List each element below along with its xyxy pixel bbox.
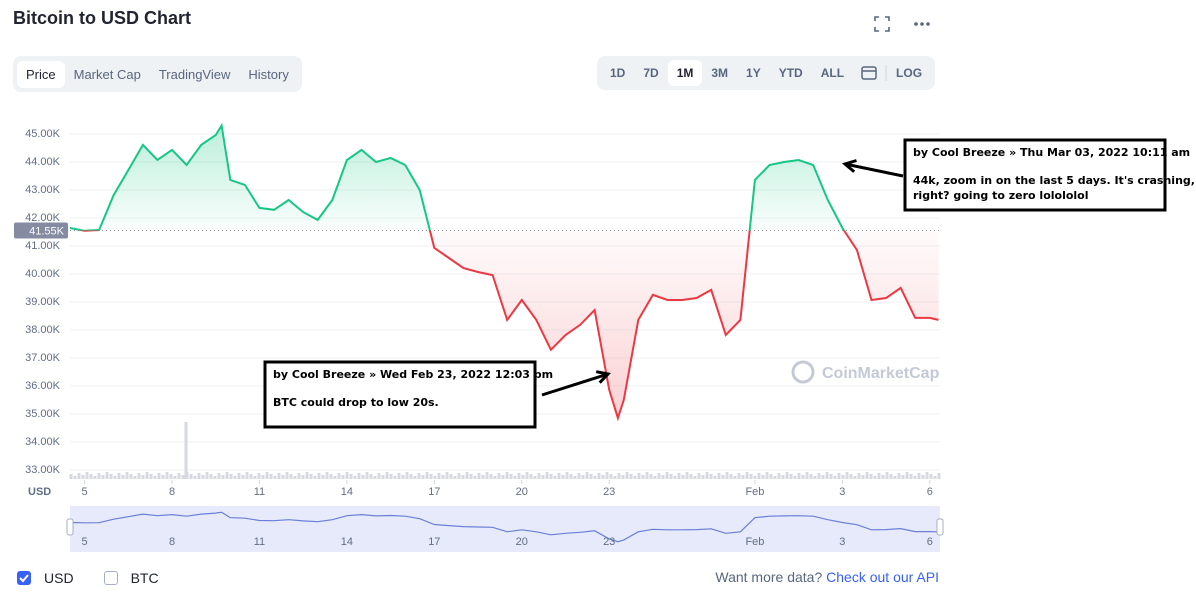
x-tick-label: 20 <box>516 486 528 498</box>
x-tick-label: 6 <box>927 486 933 498</box>
navigator-handle[interactable] <box>66 518 74 536</box>
x-tick-label: 3 <box>839 486 845 498</box>
page-title: Bitcoin to USD Chart <box>13 8 191 28</box>
btc-checkbox[interactable] <box>103 571 118 585</box>
range-button[interactable]: 1D <box>610 66 626 80</box>
calendar-icon[interactable] <box>853 65 887 81</box>
y-tick-label: 44.00K <box>25 156 61 168</box>
price-line <box>69 122 939 422</box>
check-icon <box>19 574 29 583</box>
annotation-arrowhead <box>841 159 857 173</box>
tab[interactable]: Market Cap <box>73 66 141 82</box>
footer: Want more data? Check out our API <box>715 569 939 585</box>
y-tick-label: 36.00K <box>25 380 61 392</box>
navigator-tick-label: 8 <box>169 536 175 548</box>
baseline-label: 41.55K <box>29 225 65 237</box>
more-icon[interactable] <box>914 22 930 26</box>
navigator-bg <box>70 506 940 552</box>
y-tick-label: 43.00K <box>25 184 61 196</box>
y-tick-label: 40.00K <box>25 268 61 280</box>
navigator-tick-label: 6 <box>927 536 933 548</box>
range-button[interactable]: 1M <box>667 60 703 86</box>
y-tick-label: 33.00K <box>25 464 61 476</box>
tab-bar: Price Market Cap TradingView History <box>13 56 302 92</box>
y-tick-label: 42.00K <box>25 212 61 224</box>
x-tick-label: 14 <box>341 486 353 498</box>
range-button[interactable]: 3M <box>711 66 729 80</box>
log-button[interactable]: LOG <box>896 66 923 80</box>
navigator-line <box>69 511 939 543</box>
x-tick-label: 5 <box>82 486 88 498</box>
tab[interactable]: History <box>248 66 289 82</box>
currency-toggle: USD BTC <box>17 570 159 586</box>
navigator-tick-label: 20 <box>516 536 528 548</box>
price-area <box>70 125 939 419</box>
footer-text: Want more data? <box>715 569 823 585</box>
checkbox-label: USD <box>44 570 74 586</box>
tab[interactable]: Price <box>17 60 65 88</box>
baseline-label-bg <box>14 222 68 239</box>
range-button[interactable]: 1Y <box>746 66 761 80</box>
x-tick-label: Feb <box>745 486 764 498</box>
watermark-logo <box>791 360 815 384</box>
fullscreen-icon[interactable] <box>874 16 890 32</box>
y-axis-label: USD <box>28 486 51 498</box>
annotation-arrowhead <box>595 370 611 384</box>
api-link[interactable]: Check out our API <box>826 569 939 585</box>
navigator-tick-label: 14 <box>341 536 353 548</box>
x-tick-label: 11 <box>254 486 265 498</box>
annotation-text: 44k, zoom in on the last 5 days. It's cr… <box>913 174 1195 187</box>
x-tick-label: 17 <box>428 486 440 498</box>
annotation-box <box>903 138 1167 212</box>
navigator-tick-label: 17 <box>428 536 440 548</box>
annotation-arrow <box>541 372 609 397</box>
navigator-tick-label: 3 <box>839 536 845 548</box>
range-button[interactable]: 7D <box>643 66 659 80</box>
x-tick-label: 8 <box>169 486 175 498</box>
annotation-arrow <box>844 162 904 178</box>
range-bar: 1D 7D 1M 3M 1Y YTD ALL LOG <box>597 56 936 90</box>
y-tick-label: 34.00K <box>25 436 61 448</box>
y-tick-label: 45.00K <box>25 128 61 140</box>
annotation-text: right? going to zero lolololol <box>913 189 1089 202</box>
watermark: CoinMarketCap <box>822 365 940 382</box>
navigator-tick-label: 23 <box>603 536 615 548</box>
y-tick-label: 37.00K <box>25 352 61 364</box>
y-tick-label: 39.00K <box>25 296 61 308</box>
y-tick-label: 38.00K <box>25 324 61 336</box>
annotation-header: by Cool Breeze » Thu Mar 03, 2022 10:11 … <box>913 146 1190 159</box>
volume-strip <box>69 472 941 479</box>
annotation-box <box>263 360 537 429</box>
chart: 33.00K 34.00K 35.00K 36.00K 37.00K 38.00K 39.0… <box>14 122 1195 552</box>
tab[interactable]: TradingView <box>158 66 231 82</box>
annotation-text: BTC could drop to low 20s. <box>273 396 439 409</box>
navigator-tick-label: Feb <box>745 536 764 548</box>
range-button[interactable]: ALL <box>820 66 845 80</box>
range-button[interactable]: YTD <box>778 66 803 80</box>
x-tick-label: 23 <box>603 486 615 498</box>
navigator-tick-label: 11 <box>254 536 265 548</box>
toolbar-icons <box>874 16 930 32</box>
navigator-handle[interactable] <box>936 518 944 536</box>
y-tick-label: 35.00K <box>25 408 61 420</box>
annotation-header: by Cool Breeze » Wed Feb 23, 2022 12:03 … <box>273 368 553 381</box>
navigator-tick-label: 5 <box>82 536 88 548</box>
usd-checkbox[interactable] <box>17 571 31 585</box>
y-tick-label: 41.00K <box>25 240 61 252</box>
checkbox-label: BTC <box>130 570 159 586</box>
